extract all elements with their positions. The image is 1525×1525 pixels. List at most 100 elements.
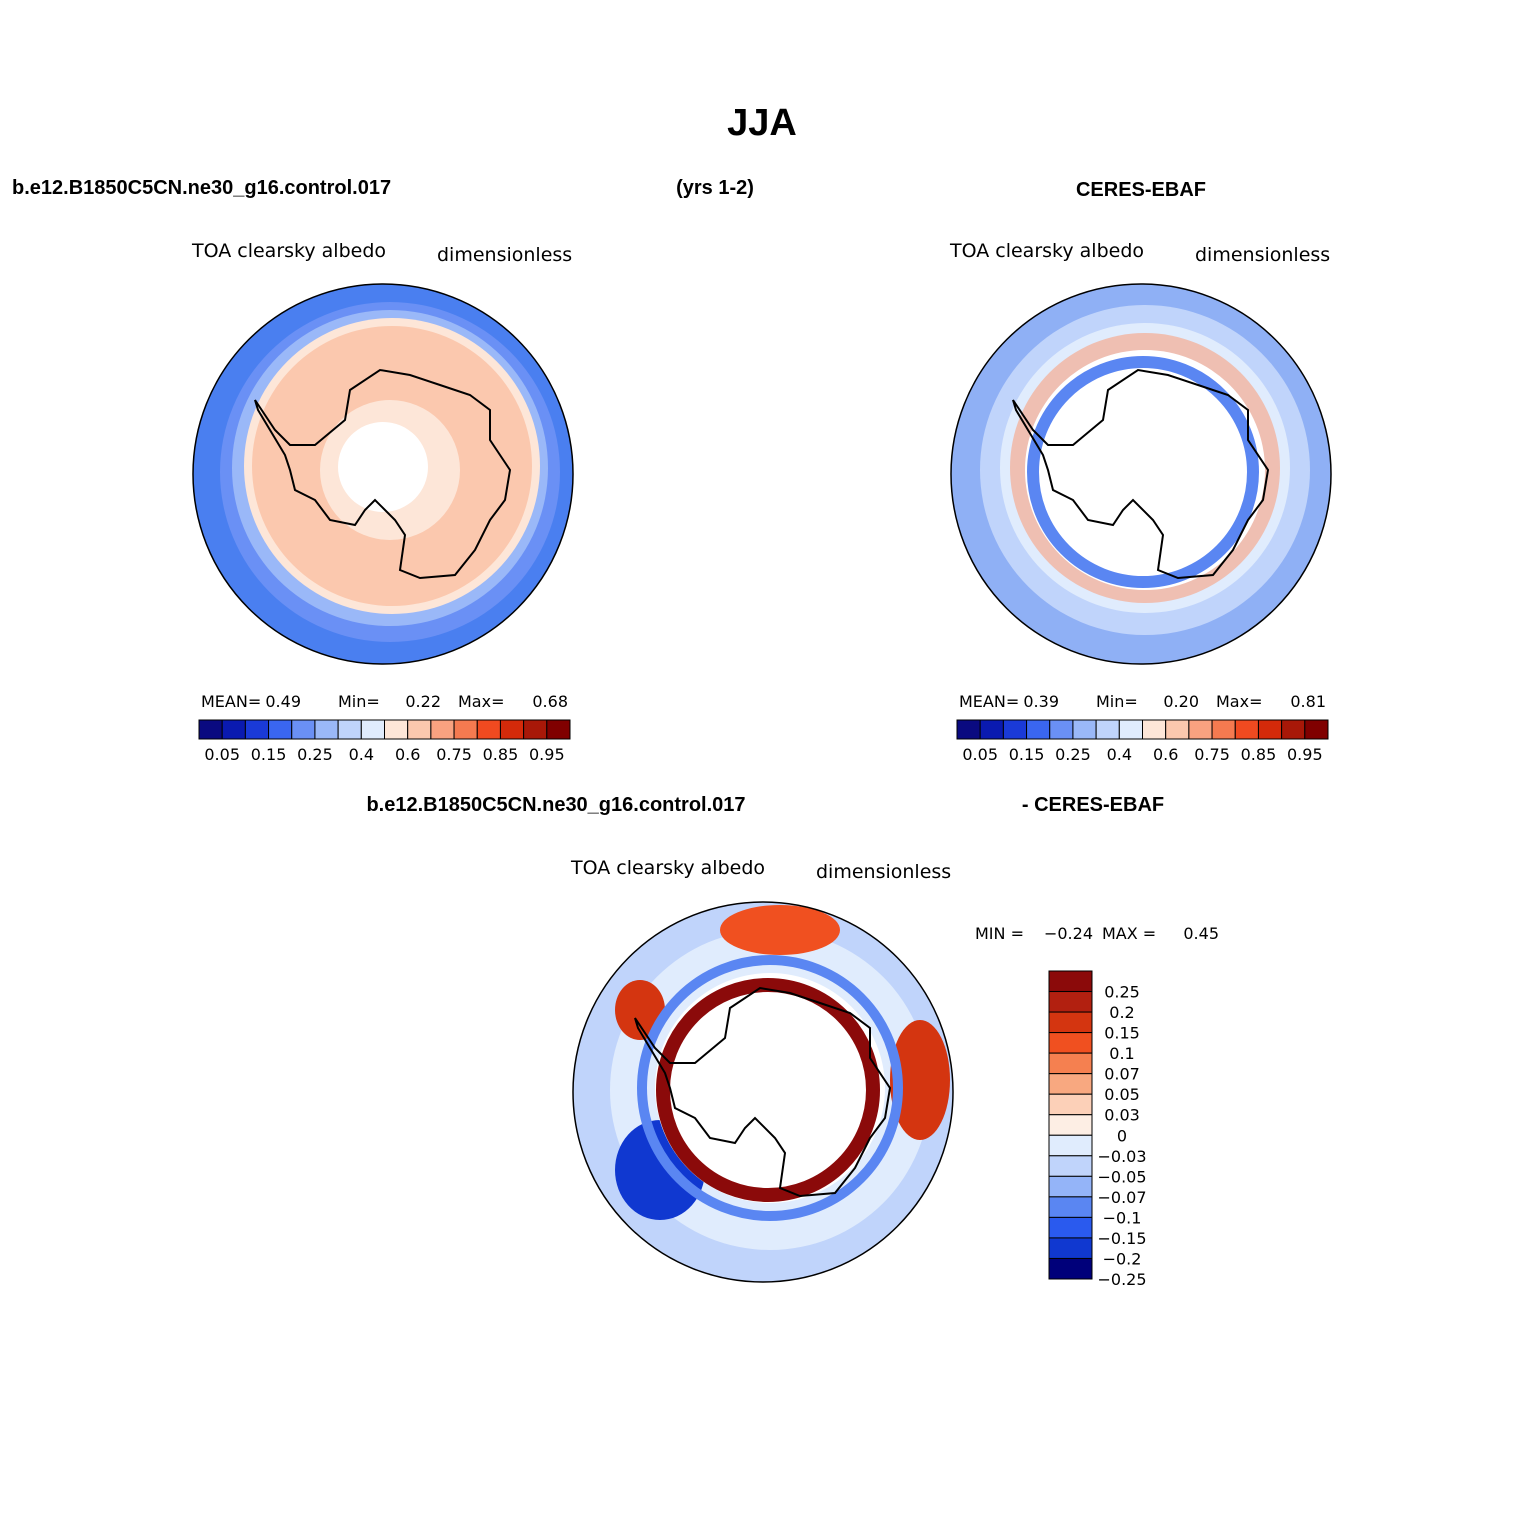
colorbar-box (1281, 719, 1306, 740)
colorbar-box (360, 719, 385, 740)
stat-label: Max= (1216, 692, 1262, 711)
colorbar-box (1257, 719, 1283, 740)
stat-value: 0.22 (405, 692, 441, 711)
colorbar-box (1002, 719, 1028, 740)
map-model (193, 284, 573, 664)
units-label: dimensionless (1195, 244, 1330, 266)
colorbar-label: 0.75 (1194, 745, 1230, 764)
colorbar-box (244, 719, 270, 740)
colorbar-label: 0.25 (1104, 983, 1140, 1002)
figure-title: JJA (727, 102, 797, 144)
colorbar-label: 0.4 (349, 745, 374, 764)
colorbar-label: −0.25 (1097, 1270, 1146, 1289)
stat-label: MEAN= (959, 692, 1019, 711)
colorbar-label: 0.6 (1153, 745, 1178, 764)
stat-value: 0.20 (1163, 692, 1199, 711)
colorbar-label: 0.15 (1009, 745, 1045, 764)
colorbar-label: −0.2 (1103, 1249, 1142, 1268)
colorbar-box (1049, 719, 1074, 740)
colorbar-label: 0.4 (1107, 745, 1132, 764)
colorbar-label: 0.2 (1109, 1003, 1134, 1022)
colorbar-box (1188, 719, 1213, 740)
colorbar-box (1048, 1257, 1093, 1280)
colorbar-box (1118, 719, 1143, 740)
colorbar-label: 0.07 (1104, 1065, 1140, 1084)
colorbar-label: 0.03 (1104, 1106, 1140, 1125)
max-label: MAX = (1102, 924, 1156, 943)
colorbar-box (384, 719, 409, 740)
stat-label: Min= (1096, 692, 1138, 711)
colorbar-box (453, 719, 478, 740)
colorbar-box (1048, 991, 1093, 1013)
colorbar-label: 0.85 (483, 745, 519, 764)
stat-label: MEAN= (201, 692, 261, 711)
colorbar-label: 0.15 (1104, 1024, 1140, 1043)
colorbar-label: 0.25 (297, 745, 333, 764)
colorbar-box (268, 719, 293, 740)
colorbar-label: −0.05 (1097, 1167, 1146, 1186)
stat-value: 0.49 (265, 692, 301, 711)
colorbar-label: 0.85 (1241, 745, 1277, 764)
colorbar-box (476, 719, 501, 740)
colorbar-label: 0.05 (1104, 1085, 1140, 1104)
colorbar-box (1048, 1216, 1093, 1239)
colorbar-label: −0.07 (1097, 1188, 1146, 1207)
min-value: −0.24 (1044, 924, 1093, 943)
colorbar-box (1048, 1114, 1093, 1136)
variable-label: TOA clearsky albedo (570, 857, 765, 879)
colorbar-box (337, 719, 362, 740)
units-label: dimensionless (816, 861, 951, 883)
colorbar-box (1048, 970, 1093, 993)
colorbar-box (956, 719, 981, 740)
colorbar-box (523, 719, 548, 740)
stat-value: 0.81 (1290, 692, 1326, 711)
colorbar-box (198, 719, 223, 740)
colorbar-label: −0.1 (1103, 1208, 1142, 1227)
map-diff (573, 902, 953, 1282)
colorbar-label: 0 (1117, 1126, 1127, 1145)
colorbar-label: 0.95 (529, 745, 565, 764)
colorbar-label: −0.15 (1097, 1229, 1146, 1248)
colorbar-box (314, 719, 339, 740)
colorbar-box (1048, 1052, 1093, 1075)
colorbar-box (1048, 1093, 1093, 1116)
colorbar-box (1234, 719, 1259, 740)
colorbar-box (291, 719, 316, 740)
colorbar-box (1048, 1237, 1093, 1259)
colorbar-box (1048, 1134, 1093, 1157)
colorbar-label: 0.15 (251, 745, 287, 764)
colorbar-box (1026, 719, 1051, 740)
colorbar-box (1142, 719, 1167, 740)
colorbar-box (1048, 1155, 1093, 1177)
colorbar-label: 0.25 (1055, 745, 1091, 764)
colorbar-label: 0.75 (436, 745, 472, 764)
max-value: 0.45 (1183, 924, 1219, 943)
colorbar-box (1048, 1175, 1093, 1198)
colorbar-box (979, 719, 1004, 740)
colorbar-box (1211, 719, 1236, 740)
colorbar-box (1048, 1073, 1093, 1095)
colorbar-box (1048, 1196, 1093, 1218)
colorbar-label: −0.03 (1097, 1147, 1146, 1166)
colorbar-label: 0.1 (1109, 1044, 1134, 1063)
colorbar-box (546, 719, 571, 740)
stat-value: 0.68 (532, 692, 568, 711)
stat-label: Max= (458, 692, 504, 711)
colorbar-box (1072, 719, 1097, 740)
colorbar-box (1048, 1011, 1093, 1034)
colorbar-box (221, 719, 246, 740)
case-name: b.e12.B1850C5CN.ne30_g16.control.017 (12, 177, 391, 199)
variable-label: TOA clearsky albedo (191, 240, 386, 262)
colorbar-box (499, 719, 525, 740)
stat-label: Min= (338, 692, 380, 711)
obs-name: CERES-EBAF (1076, 179, 1206, 201)
stat-value: 0.39 (1023, 692, 1059, 711)
colorbar-box (430, 719, 455, 740)
colorbar-box (407, 719, 432, 740)
years: (yrs 1-2) (676, 177, 754, 199)
case-name: b.e12.B1850C5CN.ne30_g16.control.017 (366, 794, 745, 816)
map-obs (951, 284, 1331, 664)
units-label: dimensionless (437, 244, 572, 266)
obs-name: - CERES-EBAF (1022, 794, 1164, 816)
